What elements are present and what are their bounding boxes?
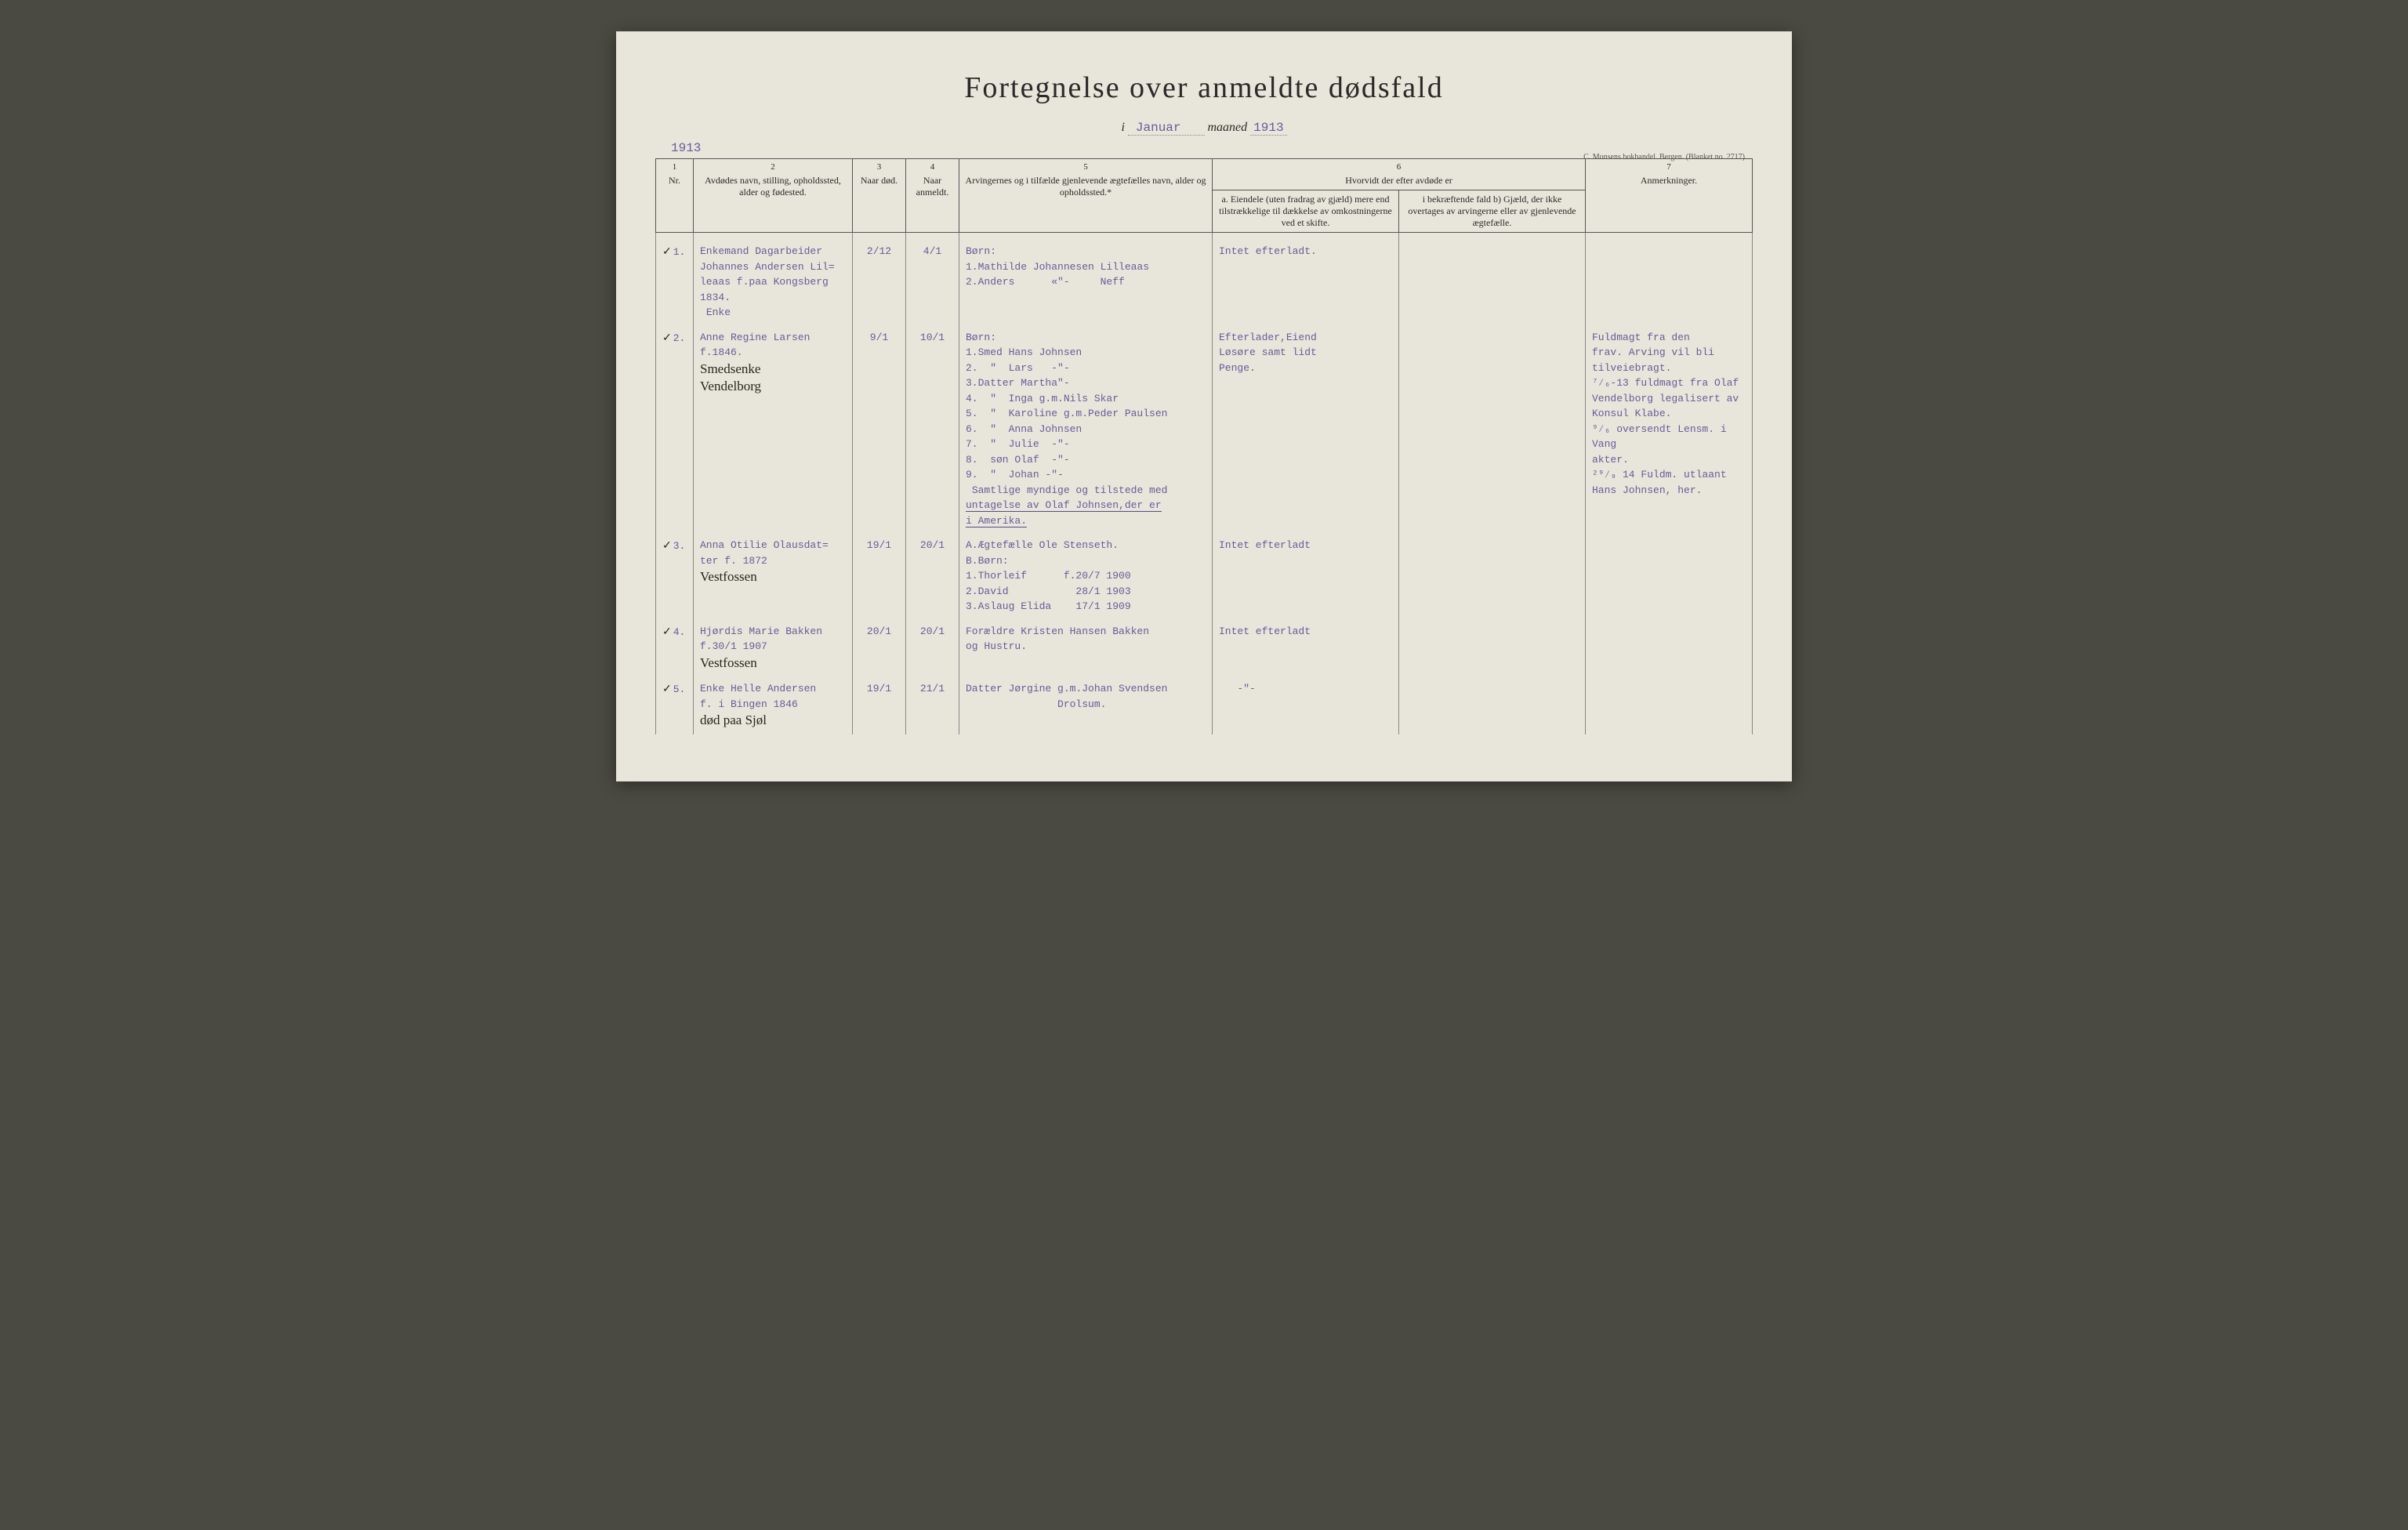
cell-6a: Intet efterladt [1213,533,1399,619]
year-left: 1913 [671,141,701,155]
cell-nr: ✓4. [656,619,694,677]
cell-anmeldt: 4/1 [906,233,959,325]
cell-anmeldt: 20/1 [906,619,959,677]
col-7-header: 7 Anmerkninger. [1586,159,1753,233]
cell-arvinger: A.Ægtefælle Ole Stenseth. B.Børn: 1.Thor… [959,533,1213,619]
cell-arvinger: Forældre Kristen Hansen Bakken og Hustru… [959,619,1213,677]
cell-nr: ✓3. [656,533,694,619]
cell-arvinger: Børn: 1.Smed Hans Johnsen 2. " Lars -"- … [959,325,1213,534]
col-6a-header: a. Eiendele (uten fradrag av gjæld) mere… [1213,190,1399,233]
cell-name: Enke Helle Andersen f. i Bingen 1846død … [694,676,853,734]
table-row: ✓1.Enkemand Dagarbeider Johannes Anderse… [656,233,1753,325]
cell-remarks: Fuldmagt fra den frav. Arving vil bli ti… [1586,325,1753,534]
cell-remarks [1586,676,1753,734]
cell-anmeldt: 20/1 [906,533,959,619]
cell-nr: ✓1. [656,233,694,325]
cell-nr: ✓5. [656,676,694,734]
month-value: Januar [1128,121,1205,136]
table-body: ✓1.Enkemand Dagarbeider Johannes Anderse… [656,233,1753,734]
maaned-label: maaned [1208,121,1248,134]
cell-dod: 20/1 [853,619,906,677]
printer-note: C. Monsens bokhandel. Bergen. (Blanket n… [1583,153,1745,161]
table-row: ✓3.Anna Otilie Olausdat= ter f. 1872Vest… [656,533,1753,619]
cell-6a: Intet efterladt. [1213,233,1399,325]
col-3-header: 3 Naar død. [853,159,906,233]
cell-name: Anne Regine Larsen f.1846.Smedsenke Vend… [694,325,853,534]
cell-name: Hjørdis Marie Bakken f.30/1 1907Vestfoss… [694,619,853,677]
cell-arvinger: Børn: 1.Mathilde Johannesen Lilleaas 2.A… [959,233,1213,325]
col-1-header: 1 Nr. [656,159,694,233]
col-4-header: 4 Naar anmeldt. [906,159,959,233]
cell-name: Enkemand Dagarbeider Johannes Andersen L… [694,233,853,325]
cell-remarks [1586,233,1753,325]
cell-anmeldt: 21/1 [906,676,959,734]
cell-dod: 2/12 [853,233,906,325]
col-6b-header: i bekræftende fald b) Gjæld, der ikke ov… [1399,190,1586,233]
cell-name: Anna Otilie Olausdat= ter f. 1872Vestfos… [694,533,853,619]
death-register-document: Fortegnelse over anmeldte dødsfald i Jan… [616,31,1792,781]
cell-6b [1399,619,1586,677]
cell-6b [1399,325,1586,534]
prefix-i: i [1121,121,1124,134]
table-row: ✓2.Anne Regine Larsen f.1846.Smedsenke V… [656,325,1753,534]
cell-6b [1399,233,1586,325]
cell-6b [1399,676,1586,734]
cell-6a: Intet efterladt [1213,619,1399,677]
cell-6b [1399,533,1586,619]
cell-dod: 9/1 [853,325,906,534]
year-right: 1913 [1250,121,1286,136]
cell-dod: 19/1 [853,676,906,734]
cell-6a: -"- [1213,676,1399,734]
page-title: Fortegnelse over anmeldte dødsfald [655,71,1753,105]
cell-remarks [1586,619,1753,677]
cell-arvinger: Datter Jørgine g.m.Johan Svendsen Drolsu… [959,676,1213,734]
cell-remarks [1586,533,1753,619]
cell-nr: ✓2. [656,325,694,534]
col-5-header: 5 Arvingernes og i tilfælde gjenlevende … [959,159,1213,233]
col-6-header: 6 Hvorvidt der efter avdøde er [1213,159,1586,190]
register-table: 1 Nr. 2 Avdødes navn, stilling, opholdss… [655,158,1753,734]
subtitle-row: i Januar maaned 1913 [655,121,1753,135]
table-row: ✓5.Enke Helle Andersen f. i Bingen 1846d… [656,676,1753,734]
cell-6a: Efterlader,Eiend Løsøre samt lidt Penge. [1213,325,1399,534]
cell-dod: 19/1 [853,533,906,619]
col-2-header: 2 Avdødes navn, stilling, opholdssted, a… [694,159,853,233]
table-header: 1 Nr. 2 Avdødes navn, stilling, opholdss… [656,159,1753,233]
cell-anmeldt: 10/1 [906,325,959,534]
table-row: ✓4.Hjørdis Marie Bakken f.30/1 1907Vestf… [656,619,1753,677]
